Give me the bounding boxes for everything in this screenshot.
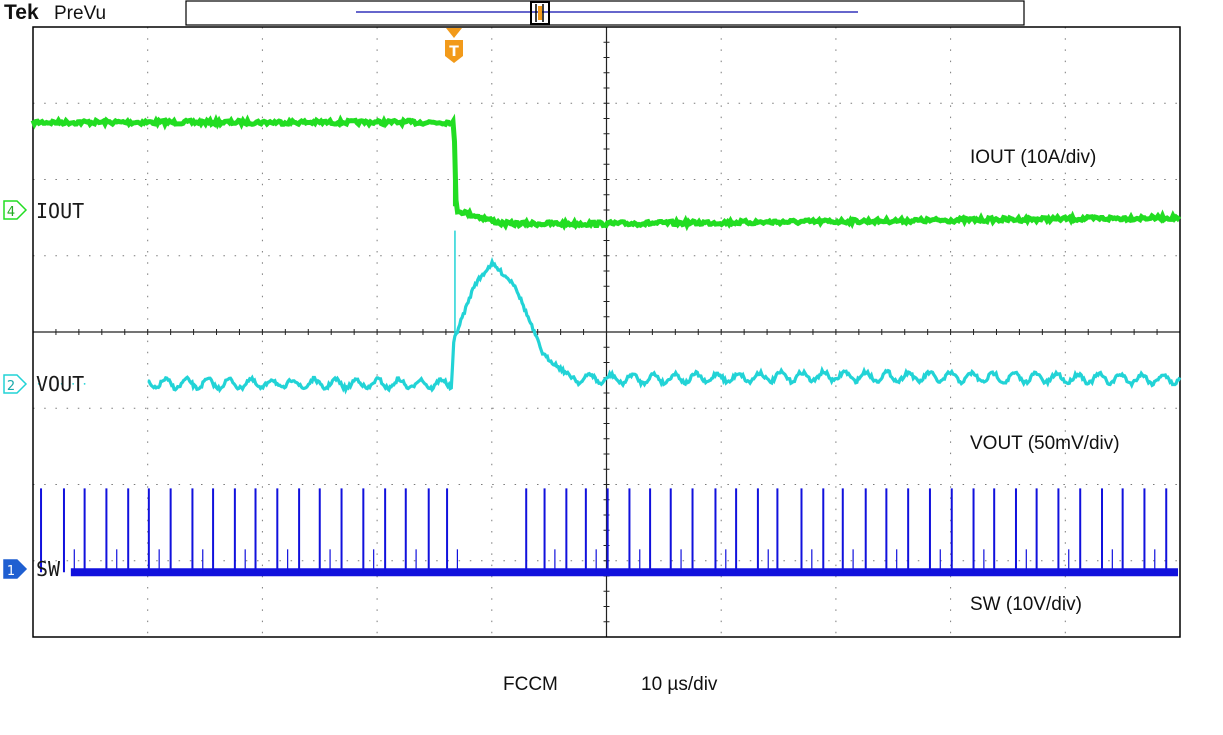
record-overview-bar[interactable] xyxy=(185,0,1025,26)
vout-pretrigger-dot xyxy=(72,382,75,385)
timebase-caption: 10 µs/div xyxy=(641,674,718,695)
channel-1-marker[interactable]: 1 SW xyxy=(3,557,61,581)
channel-1-number: 1 xyxy=(7,564,15,579)
channel-1-label: SW xyxy=(36,557,61,581)
traces xyxy=(30,113,1182,577)
mode-caption: FCCM xyxy=(503,674,558,695)
vout-pretrigger-dot xyxy=(83,382,86,385)
channel-4-number: 4 xyxy=(7,205,15,220)
record-window-marker[interactable] xyxy=(530,1,550,25)
vout-pretrigger-dot xyxy=(60,382,63,385)
vout-scale-annotation: VOUT (50mV/div) xyxy=(970,433,1120,454)
vout-pretrigger-dot xyxy=(49,382,52,385)
sw-scale-annotation: SW (10V/div) xyxy=(970,594,1082,615)
channel-2-marker[interactable]: 2 VOUT xyxy=(3,372,84,396)
vout-trace xyxy=(147,256,1182,395)
trigger-marker-label: T xyxy=(449,44,459,60)
graticule xyxy=(33,27,1180,637)
channel-2-number: 2 xyxy=(7,379,15,394)
iout-scale-annotation: IOUT (10A/div) xyxy=(970,147,1096,168)
vout-pretrigger-dot xyxy=(37,382,40,385)
trigger-position-marker[interactable]: T xyxy=(445,28,463,63)
iout-trace xyxy=(30,113,1182,232)
brand-logo: Tek xyxy=(4,1,39,24)
channel-4-label: IOUT xyxy=(36,199,84,223)
mode-label: PreVu xyxy=(54,3,106,24)
channel-2-label: VOUT xyxy=(36,372,84,396)
plot-frame xyxy=(32,26,1181,638)
channel-4-marker[interactable]: 4 IOUT xyxy=(3,199,84,223)
